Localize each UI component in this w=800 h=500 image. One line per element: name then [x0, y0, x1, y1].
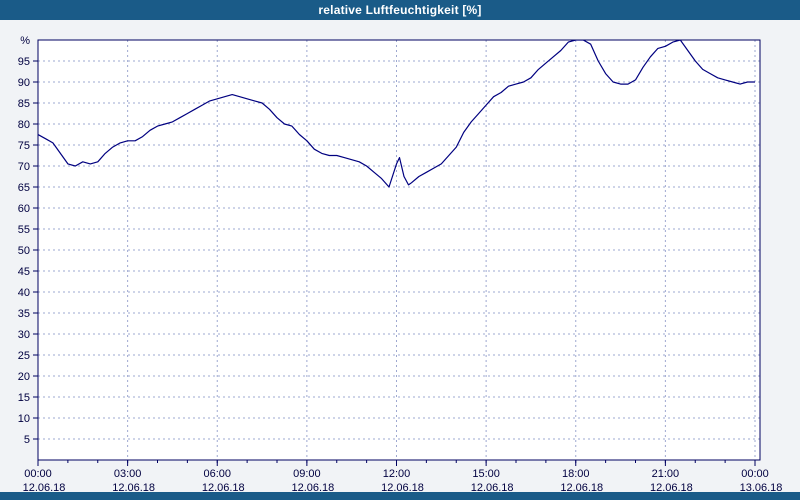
x-date-label: 12.06.18 [202, 482, 245, 492]
y-tick-label: 75 [18, 140, 30, 152]
y-tick-label: 45 [18, 266, 30, 278]
x-date-label: 12.06.18 [112, 482, 155, 492]
x-date-label: 12.06.18 [560, 482, 603, 492]
bottom-bar [0, 492, 800, 500]
y-tick-label: 65 [18, 182, 30, 194]
y-axis-unit-label: % [20, 35, 30, 47]
x-time-label: 03:00 [114, 468, 142, 480]
y-tick-label: 25 [18, 350, 30, 362]
y-tick-label: 30 [18, 329, 30, 341]
title-bar: relative Luftfeuchtigkeit [%] [0, 0, 800, 20]
y-tick-label: 35 [18, 308, 30, 320]
page-title: relative Luftfeuchtigkeit [%] [318, 3, 482, 17]
x-time-label: 09:00 [293, 468, 321, 480]
x-time-label: 00:00 [741, 468, 769, 480]
y-tick-label: 15 [18, 392, 30, 404]
x-time-label: 06:00 [203, 468, 231, 480]
y-tick-label: 80 [18, 119, 30, 131]
y-tick-label: 20 [18, 371, 30, 383]
x-time-label: 21:00 [652, 468, 680, 480]
y-tick-label: 10 [18, 413, 30, 425]
humidity-line [38, 40, 755, 188]
humidity-chart: 5 10 15 20 25 30 35 40 45 50 55 60 65 70 75 80 85 90 95% 00… [18, 35, 783, 494]
x-date-label: 12.06.18 [291, 482, 334, 492]
x-date-label: 12.06.18 [471, 482, 514, 492]
y-tick-label: 5 [24, 434, 30, 446]
y-tick-label: 40 [18, 287, 30, 299]
x-time-label: 00:00 [24, 468, 52, 480]
y-tick-label: 85 [18, 98, 30, 110]
y-tick-label: 60 [18, 203, 30, 215]
x-date-label: 12.06.18 [650, 482, 693, 492]
x-time-label: 12:00 [383, 468, 411, 480]
chart-area: 5 10 15 20 25 30 35 40 45 50 55 60 65 70 75 80 85 90 95% 00… [0, 20, 800, 494]
y-tick-label: 50 [18, 245, 30, 257]
y-tick-label: 95 [18, 56, 30, 68]
y-tick-label: 55 [18, 224, 30, 236]
x-date-label: 12.06.18 [23, 482, 66, 492]
x-date-label: 12.06.18 [381, 482, 424, 492]
y-tick-label: 70 [18, 161, 30, 173]
x-time-label: 18:00 [562, 468, 590, 480]
x-time-label: 15:00 [472, 468, 500, 480]
x-date-label: 13.06.18 [740, 482, 783, 492]
y-tick-label: 90 [18, 77, 30, 89]
plot-border [37, 39, 761, 461]
